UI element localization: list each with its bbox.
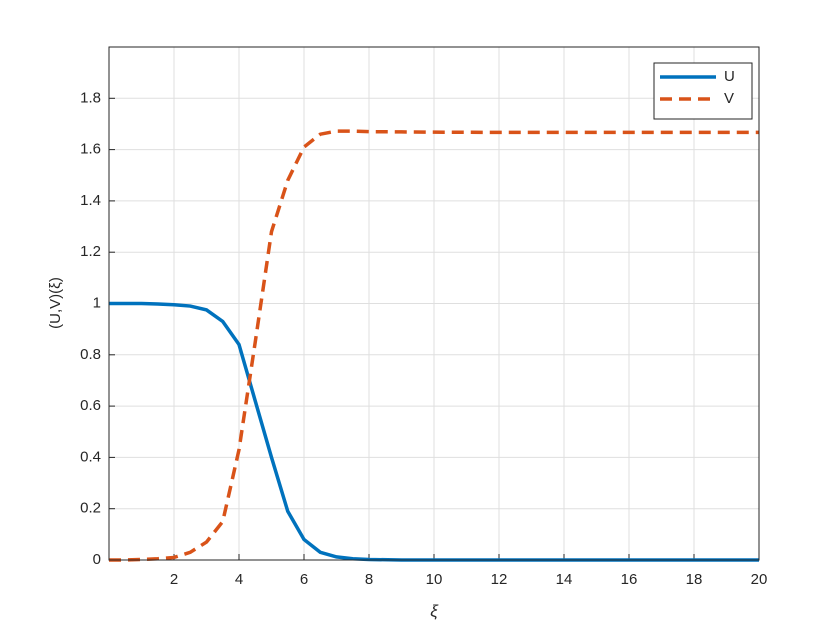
y-tick-label: 0.4 [80, 448, 101, 465]
x-tick-label: 12 [491, 571, 508, 588]
y-tick-label: 0 [93, 551, 101, 568]
x-tick-label: 16 [621, 571, 638, 588]
x-tick-label: 14 [556, 571, 573, 588]
x-tick-label: 2 [170, 571, 178, 588]
y-tick-label: 1.6 [80, 141, 101, 158]
x-tick-label: 20 [751, 571, 768, 588]
legend-label: U [724, 68, 735, 85]
legend-label: V [724, 90, 734, 107]
series-line [109, 129, 759, 562]
y-axis-label: (U,V)(ξ) [47, 277, 64, 329]
x-tick-label: 18 [686, 571, 703, 588]
y-tick-label: 1 [93, 294, 101, 311]
y-tick-label: 1.8 [80, 89, 101, 106]
y-tick-label: 1.2 [80, 243, 101, 260]
x-tick-label: 8 [365, 571, 373, 588]
x-tick-label: 10 [426, 571, 443, 588]
y-tick-label: 0.6 [80, 397, 101, 414]
axes-box [108, 46, 760, 561]
legend-box [653, 62, 753, 120]
x-tick-label: 4 [235, 571, 243, 588]
y-tick-label: 1.4 [80, 192, 101, 209]
y-tick-label: 0.2 [80, 500, 101, 517]
x-axis-label: ξ [430, 601, 439, 620]
y-tick-label: 0.8 [80, 346, 101, 363]
x-tick-label: 6 [300, 571, 308, 588]
